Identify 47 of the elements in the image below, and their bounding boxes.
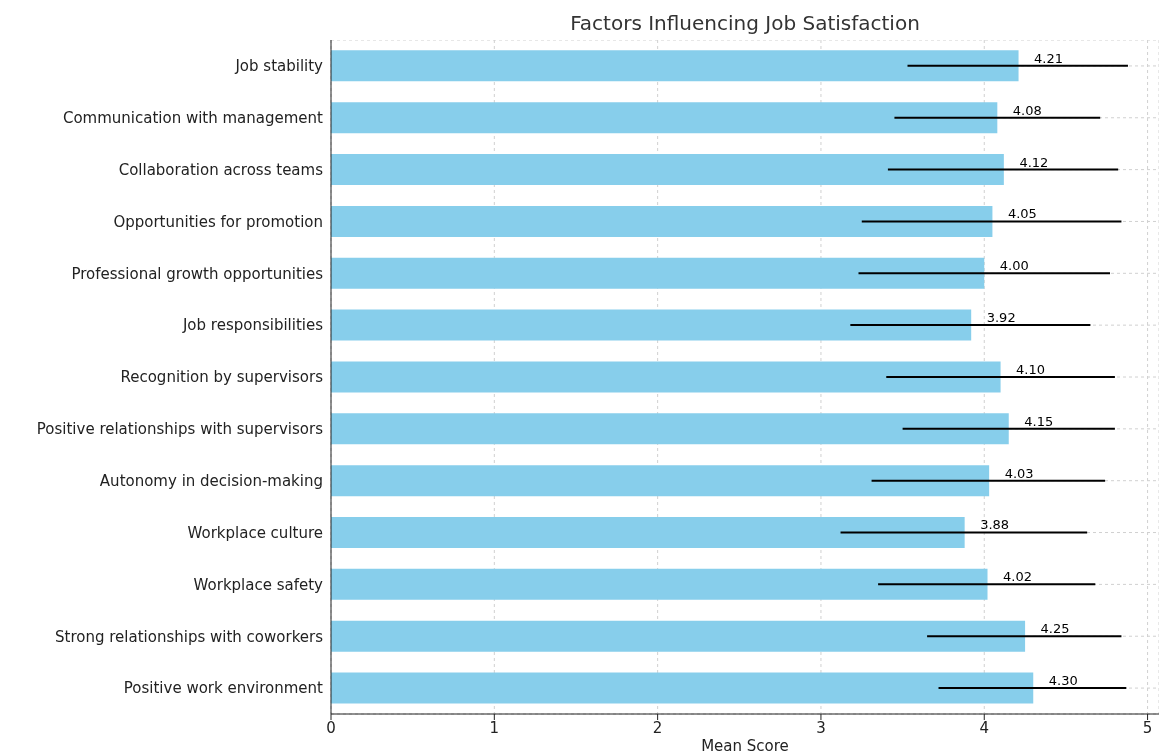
y-tick-label: Strong relationships with coworkers: [55, 627, 324, 646]
bar: [331, 620, 1026, 652]
bar: [331, 102, 998, 134]
y-tick-label: Opportunities for promotion: [113, 212, 323, 231]
y-tick-label: Autonomy in decision-making: [99, 472, 323, 491]
x-tick-label: 5: [1142, 718, 1153, 737]
y-tick-label: Professional growth opportunities: [71, 264, 324, 283]
bar: [331, 205, 993, 237]
data-label: 4.02: [1003, 569, 1032, 585]
y-tick-label: Recognition by supervisors: [120, 368, 324, 387]
x-axis-title: Mean Score: [700, 737, 790, 755]
bar: [331, 672, 1034, 704]
y-tick-label: Positive relationships with supervisors: [36, 420, 324, 439]
bar: [331, 568, 988, 600]
x-tick-label: 4: [979, 718, 990, 737]
bar: [331, 309, 972, 341]
x-tick-label: 0: [326, 718, 336, 737]
data-label: 4.03: [1004, 465, 1034, 481]
bar: [331, 154, 1004, 186]
data-label: 4.08: [1012, 102, 1042, 118]
x-tick-label: 3: [816, 718, 826, 737]
chart-title: Factors Influencing Job Satisfaction: [569, 10, 921, 37]
data-label: 4.30: [1048, 673, 1078, 689]
bar: [331, 257, 985, 289]
y-tick-label: Collaboration across teams: [118, 160, 324, 179]
bar: [331, 516, 965, 548]
y-tick-label: Positive work environment: [123, 679, 324, 698]
data-label: 4.15: [1024, 413, 1054, 429]
y-tick-label: Workplace culture: [187, 523, 323, 542]
data-label: 4.00: [999, 258, 1029, 274]
data-label: 4.10: [1016, 361, 1046, 377]
data-label: 3.88: [980, 517, 1010, 533]
x-tick-label: 1: [489, 718, 500, 737]
data-label: 3.92: [986, 310, 1016, 326]
bar: [331, 465, 990, 497]
data-label: 4.21: [1034, 50, 1064, 66]
data-label: 4.12: [1019, 154, 1049, 170]
bar: [331, 413, 1009, 445]
bar: [331, 50, 1019, 82]
y-tick-label: Job responsibilities: [181, 316, 324, 335]
y-tick-label: Job stability: [234, 57, 324, 76]
data-label: 4.25: [1040, 621, 1070, 637]
bar: [331, 361, 1001, 393]
y-tick-label: Workplace safety: [193, 575, 324, 594]
x-tick-label: 2: [652, 718, 663, 737]
y-tick-label: Communication with management: [62, 109, 324, 128]
data-label: 4.05: [1007, 206, 1037, 222]
